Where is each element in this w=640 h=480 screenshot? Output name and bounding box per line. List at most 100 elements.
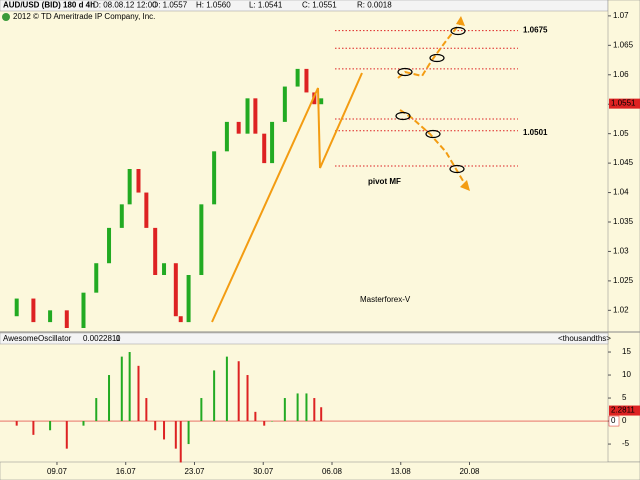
candle xyxy=(282,86,287,122)
y-tick-label: 1.065 xyxy=(613,40,634,49)
candle xyxy=(212,151,217,205)
y-tick-label: 1.035 xyxy=(613,217,634,226)
arrow-head xyxy=(460,180,470,191)
osc-bar xyxy=(283,398,286,422)
y-tick-label: 1.06 xyxy=(613,70,629,79)
candle xyxy=(48,310,53,323)
candle xyxy=(245,98,250,134)
osc-bar xyxy=(254,411,257,422)
candle xyxy=(144,192,149,228)
level-label: 1.0675 xyxy=(523,26,548,35)
osc-info: 0.0022811 xyxy=(83,334,121,343)
zero-tag xyxy=(608,415,620,427)
candle xyxy=(253,98,258,134)
candle xyxy=(236,121,241,134)
info-field: C: 1.0551 xyxy=(302,1,337,10)
annotation: pivot MF xyxy=(368,177,401,186)
candle xyxy=(295,68,300,87)
y-tick-label: 5 xyxy=(622,393,627,402)
candle xyxy=(107,227,112,264)
candle xyxy=(199,204,204,275)
osc-title: AwesomeOscillator xyxy=(3,334,72,343)
wave-line xyxy=(211,72,363,323)
y-tick-label: 1.025 xyxy=(613,276,634,285)
candle xyxy=(186,275,191,323)
candle xyxy=(94,263,99,293)
candle xyxy=(173,263,178,317)
osc-bar xyxy=(187,421,190,445)
marker xyxy=(395,111,411,121)
candle xyxy=(136,169,141,193)
y-tick-label: 1.045 xyxy=(613,158,634,167)
price-axis xyxy=(607,0,640,463)
info-field: R: 0.0018 xyxy=(357,1,392,10)
candle xyxy=(81,292,86,328)
x-tick-label: 09.07 xyxy=(47,467,68,476)
price-tag xyxy=(609,98,640,109)
osc-bar xyxy=(32,421,35,435)
candle xyxy=(119,204,124,228)
osc-bar xyxy=(225,356,228,422)
candle xyxy=(127,169,132,205)
osc-bar xyxy=(95,398,98,422)
candle xyxy=(319,98,324,105)
osc-unit: <thousandths> xyxy=(558,334,611,343)
osc-bar xyxy=(296,393,299,422)
candle xyxy=(224,121,229,152)
osc-bar xyxy=(145,398,148,422)
osc-info: 0 xyxy=(116,334,121,343)
osc-bar xyxy=(120,356,123,422)
candle xyxy=(178,316,183,323)
candle xyxy=(153,227,158,275)
osc-bar xyxy=(179,421,182,463)
info-field: D: 08.08.12 12:00 xyxy=(93,1,157,10)
osc-bar xyxy=(174,421,177,449)
date-axis xyxy=(0,461,640,480)
y-tick-label: 0 xyxy=(622,416,627,425)
x-tick-label: 20.08 xyxy=(459,467,480,476)
candle xyxy=(304,68,309,93)
x-tick-label: 30.07 xyxy=(253,467,274,476)
osc-bar xyxy=(213,370,216,422)
marker xyxy=(425,129,441,139)
osc-bar xyxy=(137,365,140,422)
info-field: L: 1.0541 xyxy=(249,1,283,10)
x-tick-label: 23.07 xyxy=(184,467,205,476)
marker xyxy=(429,53,445,63)
bear-arrow xyxy=(399,109,467,187)
y-tick-label: -5 xyxy=(622,439,630,448)
osc-bar xyxy=(320,407,323,422)
copyright: 2012 © TD Ameritrade IP Company, Inc. xyxy=(13,12,155,21)
y-tick-label: 1.02 xyxy=(613,305,629,314)
osc-bar xyxy=(305,393,308,422)
osc-bar xyxy=(271,421,274,422)
symbol: AUD/USD (BID) 180 d 4h xyxy=(3,1,95,10)
osc-bar xyxy=(82,421,85,426)
x-tick-label: 16.07 xyxy=(116,467,137,476)
logo xyxy=(2,13,10,21)
marker xyxy=(397,67,413,77)
x-tick-label: 13.08 xyxy=(391,467,412,476)
y-tick-label: 1.03 xyxy=(613,247,629,256)
osc-bar xyxy=(246,375,249,422)
osc-bar xyxy=(200,398,203,422)
candle xyxy=(14,298,19,317)
annotation: Masterforex-V xyxy=(360,295,411,304)
osc-bar xyxy=(108,375,111,422)
marker xyxy=(450,26,466,36)
osc-bar xyxy=(128,352,131,422)
osc-bar xyxy=(15,421,18,426)
marker xyxy=(449,164,465,174)
info-field: O: 1.0557 xyxy=(152,1,188,10)
price-tag-label: 1.0551 xyxy=(611,99,636,108)
osc-info-bar xyxy=(0,332,609,345)
y-tick-label: 1.05 xyxy=(613,129,629,138)
bull-arrow xyxy=(397,21,462,79)
osc-tag-label: 2.2811 xyxy=(611,406,635,415)
candle xyxy=(162,263,167,275)
info-field: H: 1.0560 xyxy=(196,1,231,10)
zero-tag-label: 0 xyxy=(611,416,616,425)
candle xyxy=(270,121,275,164)
x-tick-label: 06.08 xyxy=(322,467,343,476)
osc-tag xyxy=(609,405,640,416)
